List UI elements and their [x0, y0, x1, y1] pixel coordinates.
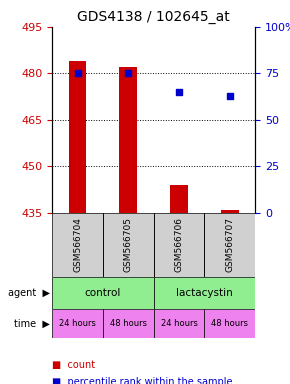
Point — [126, 70, 130, 76]
Bar — [170, 185, 188, 213]
Text: agent  ▶: agent ▶ — [8, 288, 50, 298]
Text: 48 hours: 48 hours — [211, 319, 248, 328]
Text: 48 hours: 48 hours — [110, 319, 147, 328]
FancyBboxPatch shape — [103, 213, 154, 277]
FancyBboxPatch shape — [204, 309, 255, 338]
FancyBboxPatch shape — [52, 277, 154, 309]
FancyBboxPatch shape — [154, 277, 255, 309]
Point — [75, 70, 80, 76]
Bar — [119, 67, 137, 213]
FancyBboxPatch shape — [52, 309, 103, 338]
Title: GDS4138 / 102645_at: GDS4138 / 102645_at — [77, 10, 230, 25]
Bar — [221, 210, 239, 213]
Text: 24 hours: 24 hours — [161, 319, 197, 328]
Bar — [69, 61, 86, 213]
Text: GSM566706: GSM566706 — [175, 217, 184, 272]
FancyBboxPatch shape — [103, 309, 154, 338]
Text: 24 hours: 24 hours — [59, 319, 96, 328]
Text: GSM566707: GSM566707 — [225, 217, 234, 272]
Text: lactacystin: lactacystin — [176, 288, 233, 298]
Text: ■  percentile rank within the sample: ■ percentile rank within the sample — [52, 377, 233, 384]
Text: control: control — [85, 288, 121, 298]
FancyBboxPatch shape — [154, 309, 204, 338]
Text: GSM566704: GSM566704 — [73, 217, 82, 272]
FancyBboxPatch shape — [154, 213, 204, 277]
FancyBboxPatch shape — [52, 213, 103, 277]
Text: GSM566705: GSM566705 — [124, 217, 133, 272]
Point — [227, 93, 232, 99]
Point — [177, 89, 182, 95]
Text: ■  count: ■ count — [52, 360, 95, 370]
FancyBboxPatch shape — [204, 213, 255, 277]
Text: time  ▶: time ▶ — [14, 318, 50, 328]
